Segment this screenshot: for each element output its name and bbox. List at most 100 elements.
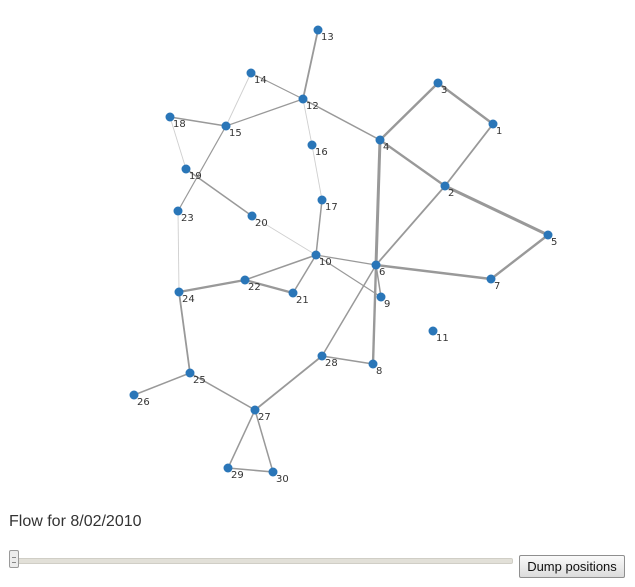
node-label-8: 8 — [376, 366, 382, 377]
edge-18-19 — [169, 116, 187, 170]
edge-6-4 — [374, 139, 382, 266]
edge-3-1 — [437, 82, 494, 125]
edge-6-7 — [375, 263, 492, 281]
node-28[interactable] — [317, 351, 327, 361]
slider-grip-icon — [12, 557, 16, 563]
node-label-17: 17 — [325, 202, 338, 213]
node-26[interactable] — [129, 390, 139, 400]
date-slider-handle[interactable] — [9, 550, 19, 568]
edge-6-2 — [375, 185, 446, 266]
node-label-10: 10 — [319, 257, 332, 268]
node-10[interactable] — [311, 250, 321, 260]
node-9[interactable] — [376, 292, 386, 302]
node-2[interactable] — [440, 181, 450, 191]
edge-12-15 — [225, 98, 304, 127]
node-24[interactable] — [174, 287, 184, 297]
node-label-18: 18 — [173, 119, 186, 130]
edge-18-15 — [169, 116, 227, 127]
edge-6-9 — [375, 264, 382, 298]
node-label-23: 23 — [181, 213, 194, 224]
node-label-19: 19 — [189, 171, 202, 182]
node-label-27: 27 — [258, 412, 271, 423]
node-label-29: 29 — [231, 470, 244, 481]
node-3[interactable] — [433, 78, 443, 88]
edge-12-16 — [302, 98, 313, 146]
node-label-12: 12 — [306, 101, 319, 112]
flow-date-label: Flow for 8/02/2010 — [9, 513, 142, 530]
dump-positions-button[interactable]: Dump positions — [519, 555, 625, 578]
edge-28-8 — [321, 355, 374, 365]
edge-13-12 — [302, 29, 319, 100]
edge-5-7 — [490, 234, 549, 280]
node-16[interactable] — [307, 140, 317, 150]
node-15[interactable] — [221, 121, 231, 131]
edge-16-17 — [311, 144, 323, 201]
date-slider-track[interactable] — [9, 558, 513, 564]
edge-12-4 — [302, 98, 381, 141]
node-label-3: 3 — [441, 85, 447, 96]
node-20[interactable] — [247, 211, 257, 221]
node-29[interactable] — [223, 463, 233, 473]
node-4[interactable] — [375, 135, 385, 145]
edge-10-9 — [315, 254, 382, 298]
edge-27-30 — [254, 409, 274, 473]
node-11[interactable] — [428, 326, 438, 336]
node-14[interactable] — [246, 68, 256, 78]
node-label-1: 1 — [496, 126, 502, 137]
node-30[interactable] — [268, 467, 278, 477]
node-label-13: 13 — [321, 32, 334, 43]
node-22[interactable] — [240, 275, 250, 285]
node-label-20: 20 — [255, 218, 268, 229]
edge-layer — [133, 29, 549, 473]
node-25[interactable] — [185, 368, 195, 378]
node-layer: 1234567891011121314151617181920212223242… — [129, 25, 557, 485]
node-1[interactable] — [488, 119, 498, 129]
node-21[interactable] — [288, 288, 298, 298]
node-27[interactable] — [250, 405, 260, 415]
node-label-28: 28 — [325, 358, 338, 369]
edge-27-28 — [254, 355, 323, 411]
node-label-30: 30 — [276, 474, 289, 485]
node-23[interactable] — [173, 206, 183, 216]
edge-22-21 — [244, 278, 294, 295]
edge-4-3 — [379, 82, 439, 141]
node-label-24: 24 — [182, 294, 195, 305]
node-13[interactable] — [313, 25, 323, 35]
edge-27-29 — [227, 409, 256, 469]
edge-10-21 — [292, 254, 317, 294]
node-label-16: 16 — [315, 147, 328, 158]
node-label-21: 21 — [296, 295, 309, 306]
edge-22-24 — [178, 278, 246, 294]
node-17[interactable] — [317, 195, 327, 205]
edge-28-6 — [321, 264, 377, 357]
node-6[interactable] — [371, 260, 381, 270]
edge-2-5 — [444, 184, 549, 237]
node-label-25: 25 — [193, 375, 206, 386]
node-12[interactable] — [298, 94, 308, 104]
node-label-6: 6 — [379, 267, 385, 278]
edge-25-26 — [133, 372, 191, 396]
edge-1-2 — [444, 123, 494, 187]
node-7[interactable] — [486, 274, 496, 284]
node-8[interactable] — [368, 359, 378, 369]
edge-20-10 — [251, 215, 317, 256]
edge-24-25 — [178, 291, 191, 374]
node-label-5: 5 — [551, 237, 557, 248]
node-19[interactable] — [181, 164, 191, 174]
node-label-15: 15 — [229, 128, 242, 139]
node-label-4: 4 — [383, 142, 389, 153]
edge-10-22 — [244, 254, 317, 281]
edge-25-27 — [189, 372, 256, 411]
edge-10-6 — [315, 254, 377, 266]
node-5[interactable] — [543, 230, 553, 240]
edge-14-15 — [225, 72, 252, 127]
edge-19-20 — [185, 168, 253, 217]
node-label-2: 2 — [448, 188, 454, 199]
node-18[interactable] — [165, 112, 175, 122]
edge-23-24 — [177, 210, 180, 293]
edge-17-10 — [315, 199, 323, 256]
node-label-22: 22 — [248, 282, 261, 293]
edge-15-23 — [177, 125, 227, 212]
node-label-9: 9 — [384, 299, 390, 310]
node-label-14: 14 — [254, 75, 267, 86]
